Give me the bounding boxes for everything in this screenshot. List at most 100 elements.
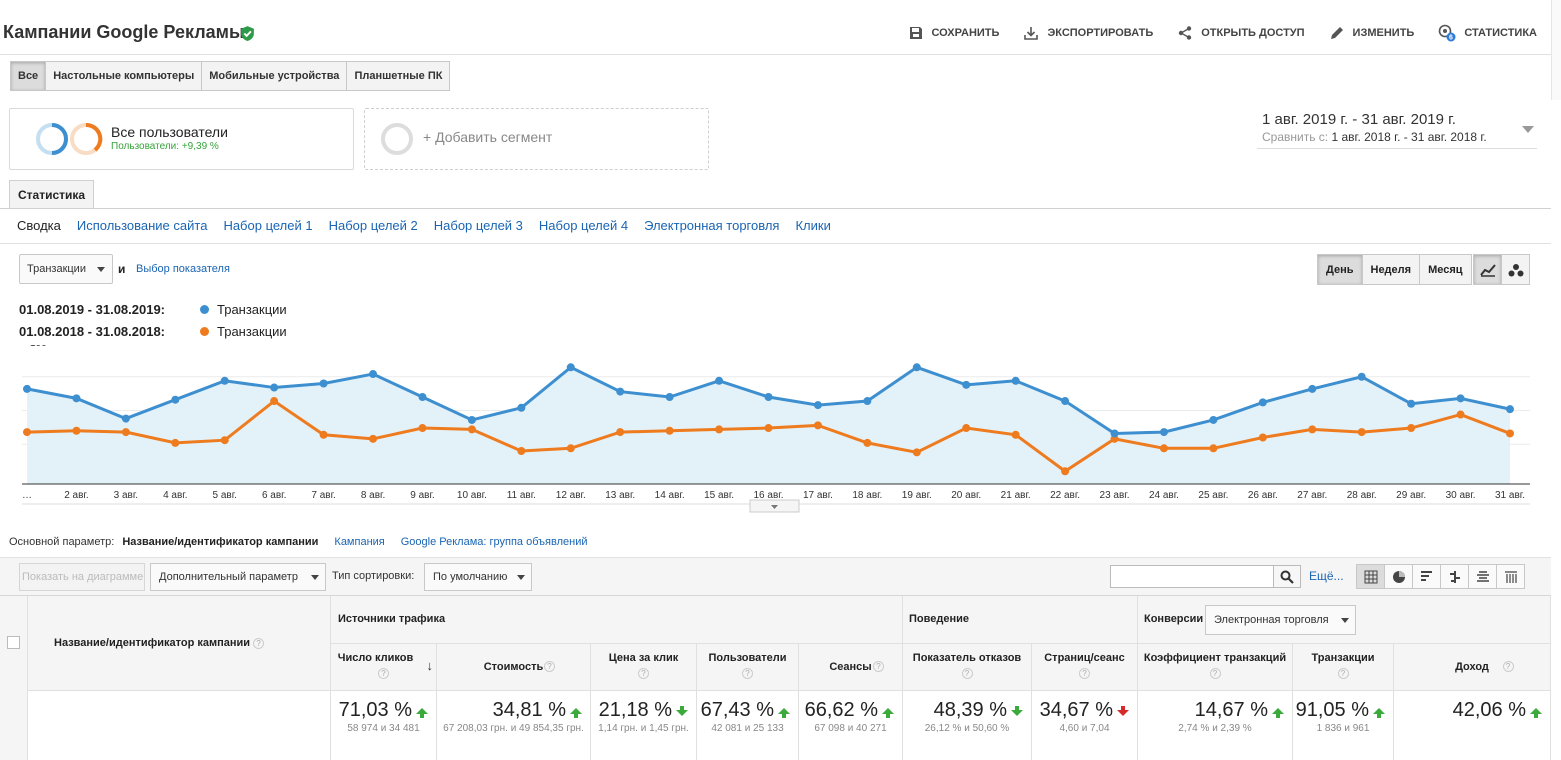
motion-chart-button[interactable] [1501, 254, 1530, 285]
plot-rows-button[interactable]: Показать на диаграмме [19, 563, 145, 591]
add-segment-button[interactable]: + Добавить сегмент [364, 108, 709, 170]
totals-dimension-cell [28, 691, 331, 760]
tab-statistics[interactable]: Статистика [9, 180, 95, 209]
view-comparison-button[interactable] [1440, 564, 1469, 589]
chevron-down-icon[interactable] [1522, 126, 1534, 133]
data-point [319, 379, 328, 388]
insights-label: СТАТИСТИКА [1464, 27, 1537, 39]
sort-type-select[interactable]: По умолчанию [424, 563, 532, 591]
column-header-sessions[interactable]: Сеансы? [799, 644, 903, 691]
totals-value-text: 34,67 % [1039, 699, 1113, 721]
view-pivot-button[interactable] [1496, 564, 1525, 589]
view-data-button[interactable] [1356, 564, 1385, 589]
help-icon[interactable]: ? [253, 637, 265, 649]
legend-range: 01.08.2019 - 31.08.2019: [19, 302, 166, 317]
export-label: ЭКСПОРТИРОВАТЬ [1047, 27, 1154, 39]
column-header-transactions[interactable]: Транзакции? [1293, 644, 1394, 691]
dimension-header[interactable]: Название/идентификатор кампании ? [28, 596, 331, 691]
data-point [665, 393, 674, 401]
totals-comparison: 1 836 и 961 [1316, 723, 1370, 734]
help-icon[interactable]: ? [1502, 661, 1514, 672]
arrow-up-icon [778, 707, 790, 718]
subnav-goal-set-2[interactable]: Набор целей 2 [328, 218, 418, 233]
period-day[interactable]: День [1317, 254, 1363, 285]
help-icon[interactable]: ? [378, 668, 389, 679]
subnav-goal-set-4[interactable]: Набор целей 4 [538, 218, 629, 233]
table-search-input[interactable] [1110, 565, 1274, 588]
data-point [1357, 372, 1366, 381]
advanced-filter-link[interactable]: Ещё... [1309, 569, 1344, 583]
column-header-transaction-rate[interactable]: Коэффициент транзакций? [1138, 644, 1293, 691]
help-icon[interactable]: ? [961, 668, 973, 679]
help-icon[interactable]: ? [638, 668, 649, 679]
sort-type-value: По умолчанию [433, 571, 508, 583]
primary-dimension-row: Основной параметр: Название/идентификато… [9, 536, 587, 548]
goal-select[interactable]: Электронная торговля [1205, 605, 1356, 635]
column-header-cost[interactable]: Стоимость? [437, 644, 591, 691]
data-point [270, 383, 279, 392]
device-tab-tablet[interactable]: Планшетные ПК [346, 61, 451, 91]
device-tab-all[interactable]: Все [10, 61, 47, 91]
arrow-up-icon [1373, 707, 1385, 718]
x-tick-label: … [22, 490, 32, 501]
add-segment-label: + Добавить сегмент [423, 129, 553, 145]
column-header-users[interactable]: Пользователи? [697, 644, 799, 691]
view-performance-button[interactable] [1412, 564, 1441, 589]
table-toolbar: Показать на диаграмме Дополнительный пар… [0, 557, 1551, 595]
column-header-bounce-rate[interactable]: Показатель отказов? [903, 644, 1032, 691]
x-tick-label: 29 авг. [1396, 490, 1426, 501]
segment-title: Все пользователи [111, 124, 228, 140]
x-tick-label: 17 авг. [803, 490, 833, 501]
column-header-clicks[interactable]: Число кликов? ↓ [331, 644, 437, 691]
subnav-clicks[interactable]: Клики [795, 218, 831, 233]
search-button[interactable] [1273, 565, 1301, 588]
term-cloud-icon [1476, 570, 1489, 582]
search-icon [1280, 570, 1294, 584]
share-button[interactable]: ОТКРЫТЬ ДОСТУП [1177, 25, 1305, 41]
column-header-revenue[interactable]: Доход? [1394, 644, 1551, 691]
select-all-checkbox[interactable] [7, 636, 20, 649]
totals-comparison: 67 098 и 40 271 [814, 723, 887, 734]
help-icon[interactable]: ? [1079, 668, 1090, 679]
dimension-adgroup-link[interactable]: Google Реклама: группа объявлений [400, 536, 588, 548]
period-week[interactable]: Неделя [1361, 254, 1421, 285]
save-button[interactable]: СОХРАНИТЬ [908, 25, 999, 41]
column-header-cpc[interactable]: Цена за клик? [591, 644, 697, 691]
segment-all-users[interactable]: Все пользователи Пользователи: +9,39 % [9, 108, 354, 170]
view-term-cloud-button[interactable] [1468, 564, 1497, 589]
sort-desc-icon[interactable]: ↓ [426, 658, 434, 673]
view-pie-button[interactable] [1384, 564, 1413, 589]
data-point [418, 424, 427, 433]
data-point [863, 438, 872, 447]
data-point [715, 376, 724, 385]
secondary-dimension-label: Дополнительный параметр [159, 571, 298, 583]
subnav-goal-set-1[interactable]: Набор целей 1 [223, 218, 313, 233]
subnav-summary[interactable]: Сводка [17, 218, 61, 233]
insights-button[interactable]: 6 СТАТИСТИКА [1438, 24, 1537, 42]
edit-button[interactable]: ИЗМЕНИТЬ [1329, 25, 1414, 41]
group-behavior-label: Поведение [909, 613, 969, 625]
help-icon[interactable]: ? [1337, 668, 1349, 679]
scrollbar[interactable] [1551, 0, 1561, 100]
metric-select[interactable]: Транзакции [19, 254, 113, 284]
subnav-site-usage[interactable]: Использование сайта [76, 218, 208, 233]
dimension-campaign-link[interactable]: Кампания [334, 536, 385, 548]
totals-value: 14,67 % [1195, 699, 1284, 722]
device-tab-mobile[interactable]: Мобильные устройства [201, 61, 348, 91]
secondary-dimension-select[interactable]: Дополнительный параметр [150, 563, 326, 591]
column-header-pages-per-session[interactable]: Страниц/сеанс? [1032, 644, 1138, 691]
help-icon[interactable]: ? [873, 661, 884, 672]
help-icon[interactable]: ? [1209, 668, 1221, 679]
help-icon[interactable]: ? [544, 661, 555, 672]
totals-value: 34,67 % [1040, 699, 1129, 722]
period-month[interactable]: Месяц [1419, 254, 1472, 285]
subnav-goal-set-3[interactable]: Набор целей 3 [433, 218, 523, 233]
device-tab-desktop[interactable]: Настольные компьютеры [45, 61, 203, 91]
export-button[interactable]: ЭКСПОРТИРОВАТЬ [1023, 25, 1153, 41]
data-point [220, 436, 229, 445]
totals-cell-transactions: 91,05 % 1 836 и 961 [1293, 691, 1394, 760]
line-chart-button[interactable] [1473, 254, 1502, 285]
select-metric-link[interactable]: Выбор показателя [136, 263, 230, 275]
subnav-ecommerce[interactable]: Электронная торговля [644, 218, 780, 233]
help-icon[interactable]: ? [742, 668, 753, 679]
